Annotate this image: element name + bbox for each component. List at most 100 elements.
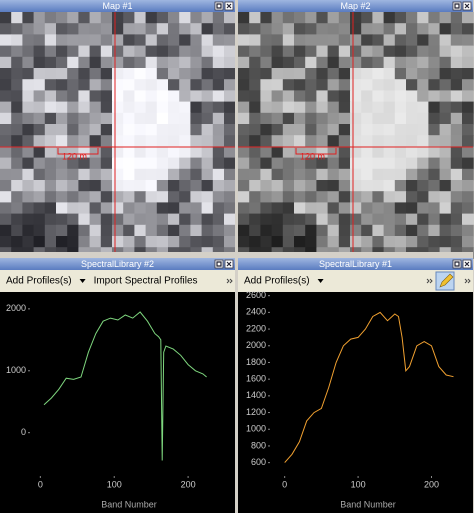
toolbar-button[interactable]: Add Profiles(s) (6, 276, 72, 287)
map-pixel (112, 146, 124, 159)
map-pixel (67, 23, 79, 35)
map-pixel (428, 213, 441, 226)
map-pixel (238, 23, 250, 35)
map-pixel (417, 79, 429, 91)
float-button[interactable] (214, 259, 224, 269)
map-pixel (78, 236, 91, 248)
map-pixel (0, 180, 12, 192)
overflow-chevron[interactable] (426, 278, 433, 284)
map-pixel (394, 34, 407, 47)
map-pixel (450, 23, 463, 35)
map-pixel (271, 101, 284, 114)
map-pixel (134, 90, 147, 103)
float-button[interactable] (452, 1, 462, 11)
map-pixel (260, 146, 273, 159)
overflow-chevron[interactable] (464, 278, 471, 284)
dropdown-arrow (79, 279, 86, 283)
map-pixel (372, 112, 385, 125)
map-pixel (179, 101, 191, 114)
map-pixel (168, 168, 180, 181)
map-pixel (224, 112, 236, 125)
map-pixel (89, 224, 102, 237)
map-pixel (294, 180, 306, 192)
map-pixel (156, 236, 169, 248)
map-pixel (168, 45, 180, 58)
map-pixel (282, 135, 295, 147)
map-pixel (383, 23, 396, 35)
x-tick-label: 0 (282, 479, 287, 489)
scale-bar (57, 148, 99, 155)
map-pixel (56, 79, 68, 91)
map-pixel (394, 224, 407, 237)
map-pixel (22, 168, 35, 181)
map-pixel (462, 202, 474, 215)
float-button[interactable] (214, 1, 224, 11)
toolbar-button[interactable]: Add Profiles(s) (244, 276, 310, 287)
map-pixel (123, 12, 135, 24)
map-pixel (238, 168, 250, 181)
overflow-chevron[interactable] (226, 278, 233, 284)
map-pixel (260, 124, 273, 136)
map-pixel (201, 180, 214, 192)
map-pixel (33, 34, 46, 47)
map-pixel (100, 56, 113, 69)
map-pixel (282, 45, 295, 58)
map-pixel (439, 180, 452, 192)
map-pixel (462, 224, 474, 237)
map-pixel (417, 213, 429, 226)
map-pixel (112, 236, 124, 248)
map-pixel (462, 90, 474, 103)
map-pixel (100, 23, 113, 35)
map-pixel (67, 224, 79, 237)
map-pixel (372, 12, 385, 24)
map-pixel (156, 45, 169, 58)
map-pixel (112, 23, 124, 35)
float-button[interactable] (452, 259, 462, 269)
map-pixel (406, 12, 418, 24)
map-pixel (190, 90, 203, 103)
map-pixel (305, 168, 317, 181)
map-pixel (383, 202, 396, 215)
map-pixel (11, 124, 23, 136)
map-pixel (372, 146, 385, 159)
map-pixel (123, 135, 135, 147)
map-pixel (179, 124, 191, 136)
toolbar-button[interactable]: Import Spectral Profiles (94, 276, 198, 287)
map-pixel (294, 68, 306, 80)
map-pixel (201, 56, 214, 69)
map-pixel (361, 191, 373, 203)
map-pixel (249, 157, 261, 170)
map-pixel (327, 157, 340, 170)
map-pixel (179, 56, 191, 69)
map-pixel (67, 180, 79, 192)
map-pixel (383, 191, 396, 203)
map-pixel (238, 79, 250, 91)
map-pixel (67, 202, 79, 215)
map-pixel (44, 56, 57, 69)
map-pixel (212, 79, 225, 91)
map-pixel (190, 191, 203, 203)
map-pixel (0, 202, 12, 215)
map-pixel (327, 34, 340, 47)
map-pixel (112, 68, 124, 80)
x-tick-label: 0 (38, 479, 43, 489)
map-pixel (56, 101, 68, 114)
map-pixel (67, 45, 79, 58)
map-pixel (190, 236, 203, 248)
map-pixel (316, 168, 329, 181)
map-pixel (22, 101, 35, 114)
map-pixel (201, 68, 214, 80)
map-pixel (350, 45, 362, 58)
map-pixel (439, 68, 452, 80)
map-pixel (100, 157, 113, 170)
map-pixel (145, 124, 158, 136)
scale-label: 120 m (62, 151, 87, 161)
map-pixel (212, 12, 225, 24)
map-pixel (271, 23, 284, 35)
map-pixel (383, 56, 396, 69)
map-pixel (168, 180, 180, 192)
map-pixel (201, 224, 214, 237)
map-pixel (33, 146, 46, 159)
map-pixel (67, 146, 79, 159)
map-pixel (383, 79, 396, 91)
